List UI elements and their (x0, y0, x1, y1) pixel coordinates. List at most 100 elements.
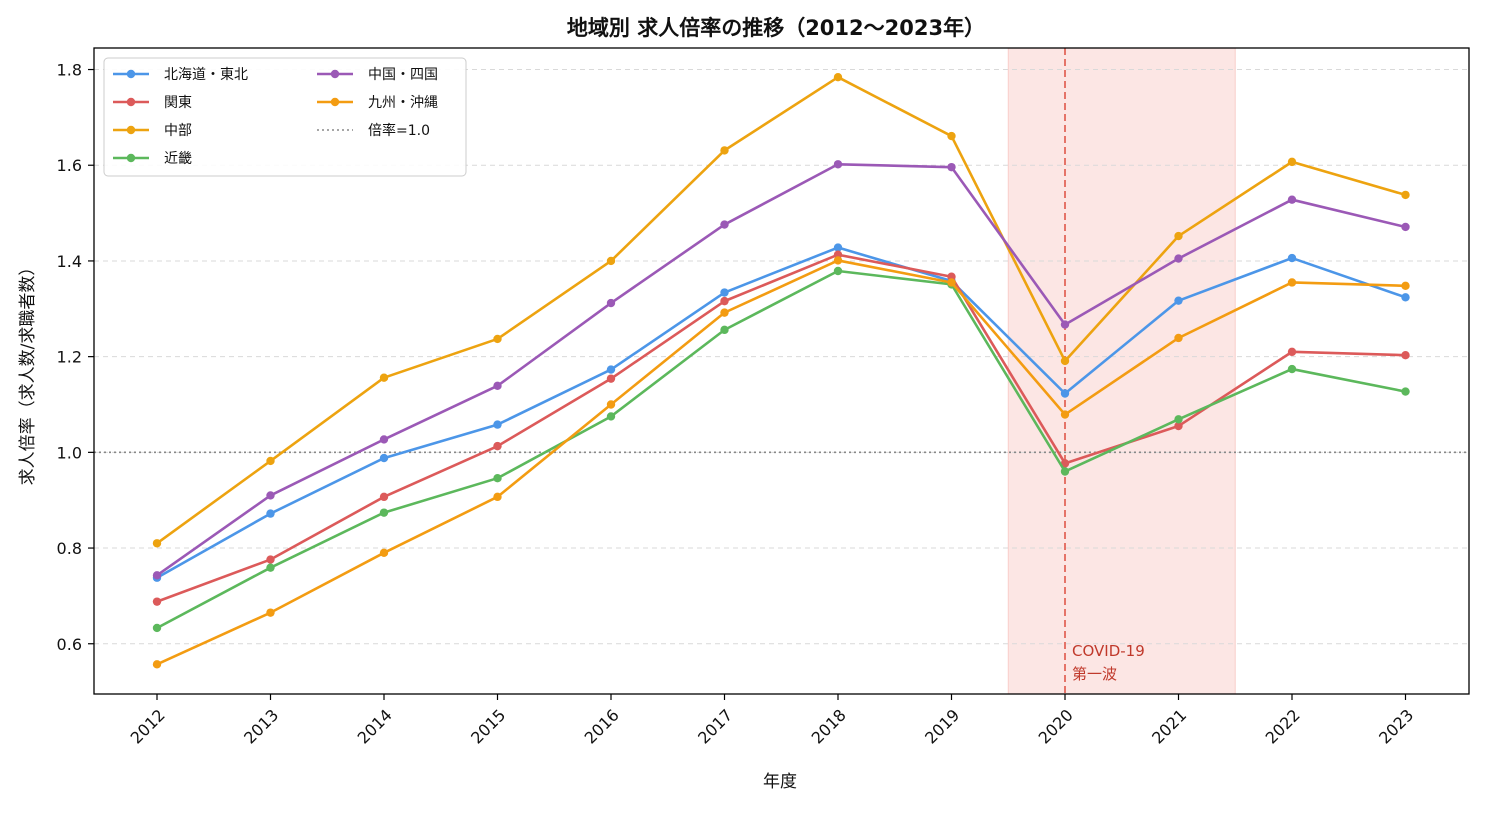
data-point (266, 608, 275, 617)
y-tick-label: 0.8 (57, 539, 82, 558)
data-point (947, 131, 956, 141)
series-line (156, 162, 1406, 577)
covid-annotation-line: 第一波 (1072, 665, 1117, 683)
legend-label: 近畿 (164, 151, 192, 167)
data-point (152, 623, 162, 633)
data-point (606, 374, 616, 383)
y-tick-label: 0.6 (57, 635, 82, 654)
legend-item: 北海道・東北 (113, 67, 248, 83)
x-axis-label: 年度 (763, 772, 797, 792)
data-point (152, 597, 162, 606)
data-point (266, 563, 275, 572)
data-point (1060, 356, 1070, 366)
legend-swatch-marker (126, 97, 136, 107)
y-axis-label: 求人倍率（求人数/求職者数） (18, 259, 38, 486)
legend-swatch-marker (126, 125, 136, 135)
legend-item: 近畿 (113, 151, 192, 167)
data-point (1401, 190, 1410, 200)
series-group (152, 72, 1410, 548)
series-group (152, 256, 1410, 669)
legend-item: 関東 (113, 95, 192, 111)
legend-box (103, 57, 467, 177)
data-point (1174, 421, 1183, 431)
legend-item: 中国・四国 (317, 67, 438, 83)
data-point (833, 243, 843, 252)
data-point (1401, 351, 1410, 360)
chart-title: 地域別 求人倍率の推移（2012〜2023年） (567, 16, 985, 40)
data-point (266, 555, 275, 564)
data-point (833, 266, 843, 276)
data-point (1060, 459, 1070, 468)
data-point (493, 473, 502, 483)
legend-label: 倍率=1.0 (368, 122, 430, 139)
data-point (720, 146, 729, 155)
data-point (833, 256, 843, 265)
y-tick-label: 1.8 (57, 61, 82, 80)
series-line (156, 75, 1406, 545)
data-point (1401, 293, 1410, 302)
data-point (720, 325, 729, 335)
data-point (720, 288, 729, 297)
data-point (720, 308, 729, 317)
data-point (606, 256, 616, 266)
data-point (1174, 415, 1183, 424)
series-line (156, 259, 1406, 666)
data-point (947, 162, 956, 172)
data-point (1287, 195, 1297, 204)
data-point (1060, 389, 1070, 398)
legend-item: 倍率=1.0 (317, 122, 430, 139)
y-tick-label: 1.4 (57, 252, 82, 271)
legend-label: 中国・四国 (368, 67, 438, 83)
data-point (1060, 410, 1070, 419)
data-point (606, 365, 616, 374)
series-group (152, 250, 1410, 606)
data-point (833, 160, 843, 169)
y-tick-label: 1.6 (57, 156, 82, 175)
data-point (833, 72, 843, 82)
data-point (1060, 467, 1070, 476)
data-point (1401, 222, 1410, 232)
series-line (156, 253, 1406, 603)
data-point (379, 453, 389, 463)
series-group (152, 266, 1410, 633)
data-point (720, 296, 729, 306)
data-point (1287, 157, 1297, 167)
data-point (1401, 387, 1410, 396)
legend-swatch-marker (126, 153, 136, 163)
legend-item: 九州・沖縄 (317, 95, 438, 111)
data-point (493, 334, 502, 344)
data-point (1287, 364, 1297, 374)
legend-label: 九州・沖縄 (368, 95, 438, 111)
series-group (152, 160, 1410, 580)
data-point (1287, 278, 1297, 287)
data-point (266, 456, 275, 466)
covid-shaded-span (1007, 47, 1236, 695)
data-point (1401, 281, 1410, 291)
data-point (493, 492, 502, 502)
data-point (493, 420, 502, 429)
series-line (156, 269, 1406, 630)
data-point (606, 412, 616, 421)
data-point (947, 278, 956, 287)
data-point (833, 250, 843, 259)
legend-label: 関東 (164, 95, 192, 111)
y-tick-label: 1.2 (57, 348, 82, 367)
data-point (1174, 333, 1183, 343)
legend-label: 中部 (164, 123, 192, 139)
data-point (379, 435, 389, 444)
data-point (379, 492, 389, 502)
y-tick-label: 1.0 (57, 443, 82, 462)
data-point (266, 509, 275, 518)
legend-swatch-marker (126, 69, 136, 79)
legend-swatch-marker (330, 69, 340, 79)
series-line (156, 246, 1406, 579)
data-point (606, 298, 616, 308)
data-point (1174, 231, 1183, 241)
data-point (1174, 296, 1183, 305)
covid-annotation-line: COVID-19 (1072, 642, 1145, 660)
data-point (1287, 347, 1297, 357)
